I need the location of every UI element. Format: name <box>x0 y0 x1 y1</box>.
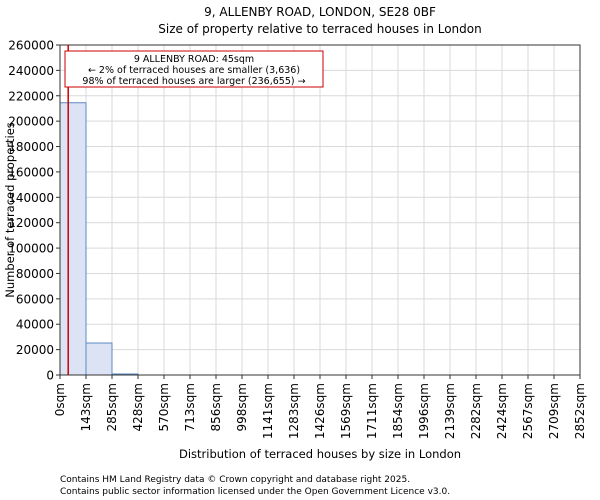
x-tick-label: 2709sqm <box>547 383 561 439</box>
annotation-line1: 9 ALLENBY ROAD: 45sqm <box>134 54 254 65</box>
x-tick-label: 1426sqm <box>313 383 327 439</box>
y-tick-label: 40000 <box>16 318 54 332</box>
x-tick-label: 570sqm <box>157 383 171 431</box>
x-tick-label: 2282sqm <box>469 383 483 439</box>
chart-title-line2: Size of property relative to terraced ho… <box>158 22 481 36</box>
x-tick-label: 1141sqm <box>261 383 275 439</box>
x-tick-label: 2567sqm <box>521 383 535 439</box>
y-tick-label: 60000 <box>16 292 54 306</box>
y-tick-label: 240000 <box>8 64 54 78</box>
y-tick-label: 220000 <box>8 89 54 103</box>
y-tick-label: 180000 <box>8 140 54 154</box>
annotation-line3: 98% of terraced houses are larger (236,6… <box>82 76 305 87</box>
y-tick-label: 80000 <box>16 267 54 281</box>
x-tick-label: 998sqm <box>235 383 249 431</box>
x-tick-label: 285sqm <box>105 383 119 431</box>
x-tick-label: 1711sqm <box>365 383 379 439</box>
gridlines <box>59 44 581 376</box>
x-tick-label: 856sqm <box>209 383 223 431</box>
x-axis: 0sqm 143sqm 285sqm 428sqm 570sqm 713sqm 856sqm… <box>53 375 587 439</box>
y-axis-label: Number of terraced properties <box>3 122 17 298</box>
bars <box>59 102 139 376</box>
annotation-box: 9 ALLENBY ROAD: 45sqm ← 2% of terraced h… <box>64 50 324 88</box>
y-tick-label: 120000 <box>8 216 54 230</box>
x-tick-label: 0sqm <box>53 383 67 416</box>
x-tick-label: 1283sqm <box>287 383 301 439</box>
y-tick-label: 140000 <box>8 191 54 205</box>
x-tick-label: 1996sqm <box>417 383 431 439</box>
footer-line2: Contains public sector information licen… <box>60 487 450 497</box>
bar <box>85 342 113 376</box>
bar <box>59 102 87 376</box>
x-tick-label: 713sqm <box>183 383 197 431</box>
x-tick-label: 2139sqm <box>443 383 457 439</box>
x-tick-label: 2852sqm <box>573 383 587 439</box>
y-tick-label: 260000 <box>8 39 54 53</box>
y-tick-label: 20000 <box>16 343 54 357</box>
x-axis-label: Distribution of terraced houses by size … <box>179 447 461 461</box>
x-tick-label: 1854sqm <box>391 383 405 439</box>
y-tick-label: 0 <box>46 369 54 383</box>
x-tick-label: 143sqm <box>79 383 93 431</box>
chart-title-line1: 9, ALLENBY ROAD, LONDON, SE28 0BF <box>204 5 436 19</box>
footer-line1: Contains HM Land Registry data © Crown c… <box>60 475 410 485</box>
annotation-line2: ← 2% of terraced houses are smaller (3,6… <box>88 65 300 76</box>
x-tick-label: 428sqm <box>131 383 145 431</box>
y-axis: 0 20000 40000 60000 80000 100000 120000 140000 1… <box>8 39 60 383</box>
x-tick-label: 1569sqm <box>339 383 353 439</box>
y-tick-label: 160000 <box>8 165 54 179</box>
x-tick-label: 2424sqm <box>495 383 509 439</box>
y-tick-label: 100000 <box>8 242 54 256</box>
y-tick-label: 200000 <box>8 115 54 129</box>
